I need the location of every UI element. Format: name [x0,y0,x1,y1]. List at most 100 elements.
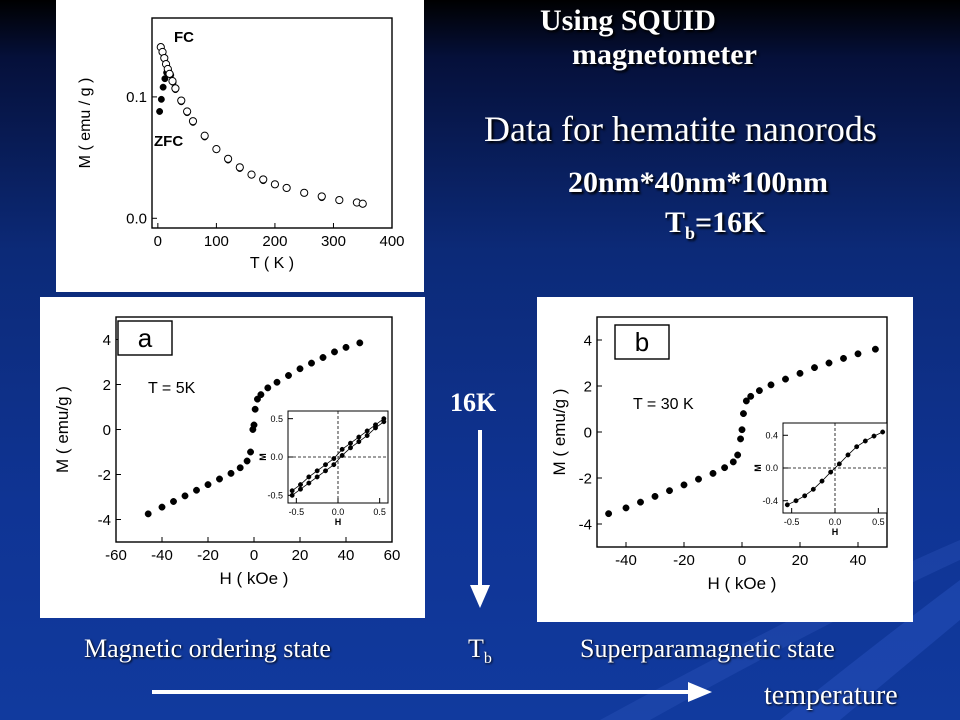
inset-data-point [339,453,345,458]
hysteresis-data-point [871,345,879,353]
hysteresis-data-point [296,365,304,373]
x-tick-label: -60 [105,547,127,564]
fc-data-point [183,107,192,116]
zfc-data-point [159,83,167,91]
x-tick-label: 0.5 [373,507,386,517]
hysteresis-data-point [204,481,212,489]
x-tick-label: 20 [792,552,809,569]
tb-bottom-subscript: b [483,650,492,668]
inset-data-point [880,429,886,435]
x-tick-label: 60 [384,547,401,564]
tb-value: =16K [695,206,766,239]
x-axis-label: H ( kOe ) [708,574,777,593]
y-tick-label: -4 [98,512,111,529]
hysteresis-data-point [257,391,265,399]
fc-data-point [358,199,367,208]
fc-data-point [259,175,268,184]
hysteresis-data-point [243,457,251,465]
panel-letter-box [614,324,670,360]
hysteresis-data-point [331,348,338,356]
inset-data-point [298,486,303,492]
hysteresis-5k-panel: -60 -40 -20 0 20 40 60 -4 -2 0 2 4 a T = 5K H ( kOe ) M… [40,297,425,618]
inset-data-point [356,434,362,440]
y-tick-label: 0 [584,424,592,441]
hysteresis-data-point [158,503,166,511]
inset-data-point [314,468,320,474]
y-axis-label: M ( emu/g ) [550,389,569,476]
panel-letter: a [138,323,153,353]
zfc-annotation: ZFC [154,133,183,150]
hysteresis-data-point [651,492,659,500]
hysteresis-data-point [740,410,747,418]
fc-data-point [212,144,221,154]
x-tick-label: 300 [321,233,346,250]
inset-data-point [323,462,328,468]
inset-data-point [306,474,312,480]
dimensions-text: 20nm*40nm*100nm [568,166,829,199]
inset-y-label: M [753,464,763,472]
fc-data-point [317,192,326,201]
hysteresis-data-point [216,475,223,483]
inset-data-point [364,428,370,434]
temperature-annotation: T = 30 K [633,396,694,413]
y-tick-label: 4 [584,332,592,349]
inset-data-point [828,469,834,475]
tb-subscript: b [685,223,696,243]
inset-data-point [314,474,320,480]
inset-data-point [819,478,825,484]
inset-data-point [348,445,353,451]
x-tick-label: -40 [151,547,173,564]
inset-x-label: H [832,527,839,537]
y-tick-label: 2 [584,378,592,395]
y-tick-label: 4 [103,332,111,349]
hysteresis-data-point [721,464,729,472]
inset-data-point [356,439,362,445]
fc-data-point [335,195,344,205]
hysteresis-data-point [680,481,688,489]
blocking-temperature-text: Tb=16K [665,206,765,244]
y-tick-label: -2 [579,470,592,487]
y-axis-label: M ( emu / g ) [77,78,94,169]
inset-data-point [289,492,295,498]
tb-bottom-label: Tb [468,634,492,668]
hysteresis-data-point [738,426,746,434]
x-tick-label: -40 [615,552,637,569]
hysteresis-data-point [737,435,745,443]
hysteresis-data-point [247,448,255,456]
inset-data-point [298,482,303,488]
x-tick-label: -0.5 [784,517,800,527]
hysteresis-data-point [250,421,258,429]
inset-data-point [348,440,353,446]
inset-data-point [871,433,877,439]
zfc-data-point [156,108,164,115]
fc-data-point [300,188,309,197]
hysteresis-data-point [811,364,818,372]
fc-data-point [200,131,209,140]
fc-data-point [223,154,233,163]
x-tick-label: -20 [197,547,219,564]
fc-data-point [270,180,280,189]
x-axis-label: H ( kOe ) [220,569,289,588]
magnetic-ordering-label: Magnetic ordering state [84,634,331,663]
y-tick-label: 0.0 [126,211,147,228]
x-tick-label: 40 [850,552,867,569]
y-axis-label: M ( emu/g ) [53,386,72,473]
inset-data-point [306,480,312,486]
hysteresis-data-point [709,469,717,477]
down-arrow-head [470,585,490,608]
fc-data-point [171,84,180,93]
mt-chart: 0 100 200 300 400 0.0 0.1 T ( K ) M ( emu / g ) F… [77,17,405,272]
fc-data-point [168,77,177,86]
hysteresis-data-point [264,384,272,392]
inset-data-point [802,493,808,499]
inset-data-point [793,498,799,504]
y-tick-label: 0 [103,422,111,439]
temperature-arrow-head [688,682,712,702]
hysteresis-data-point [734,451,742,459]
hysteresis-data-point [308,359,315,367]
hysteresis-data-point [273,378,281,386]
y-tick-label: 2 [103,377,111,394]
fc-data-point [282,183,291,193]
y-tick-label: -2 [98,467,111,484]
